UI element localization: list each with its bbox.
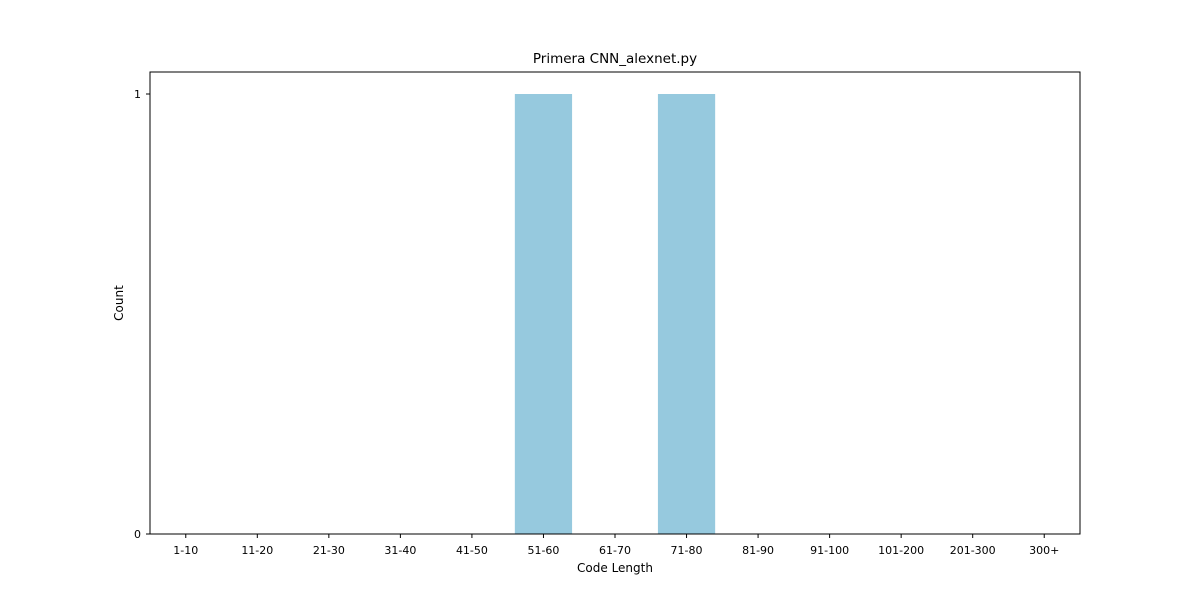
bars-group [514,94,716,534]
y-axis-ticks: 01 [134,88,150,541]
x-tick-label: 71-80 [671,544,703,557]
y-tick-label: 0 [134,528,141,541]
x-axis-label: Code Length [577,561,653,575]
x-tick-label: 31-40 [384,544,416,557]
x-axis-ticks: 1-10 11-20 21-30 31-40 41-50 51-60 61-70 71-80 8… [173,534,1059,557]
x-tick-label: 61-70 [599,544,631,557]
y-axis-label: Count [112,285,126,321]
bar-51-60 [514,94,573,534]
x-tick-label: 41-50 [456,544,488,557]
bar-71-80 [657,94,716,534]
chart-title: Primera CNN_alexnet.py [533,51,697,67]
x-tick-label: 300+ [1029,544,1059,557]
x-tick-label: 81-90 [742,544,774,557]
x-tick-label: 1-10 [173,544,198,557]
x-tick-label: 51-60 [527,544,559,557]
x-tick-label: 21-30 [313,544,345,557]
x-tick-label: 91-100 [810,544,849,557]
plot-frame [149,71,1081,535]
x-tick-label: 11-20 [241,544,273,557]
x-tick-label: 201-300 [950,544,996,557]
x-tick-label: 101-200 [878,544,924,557]
y-tick-label: 1 [134,88,141,101]
